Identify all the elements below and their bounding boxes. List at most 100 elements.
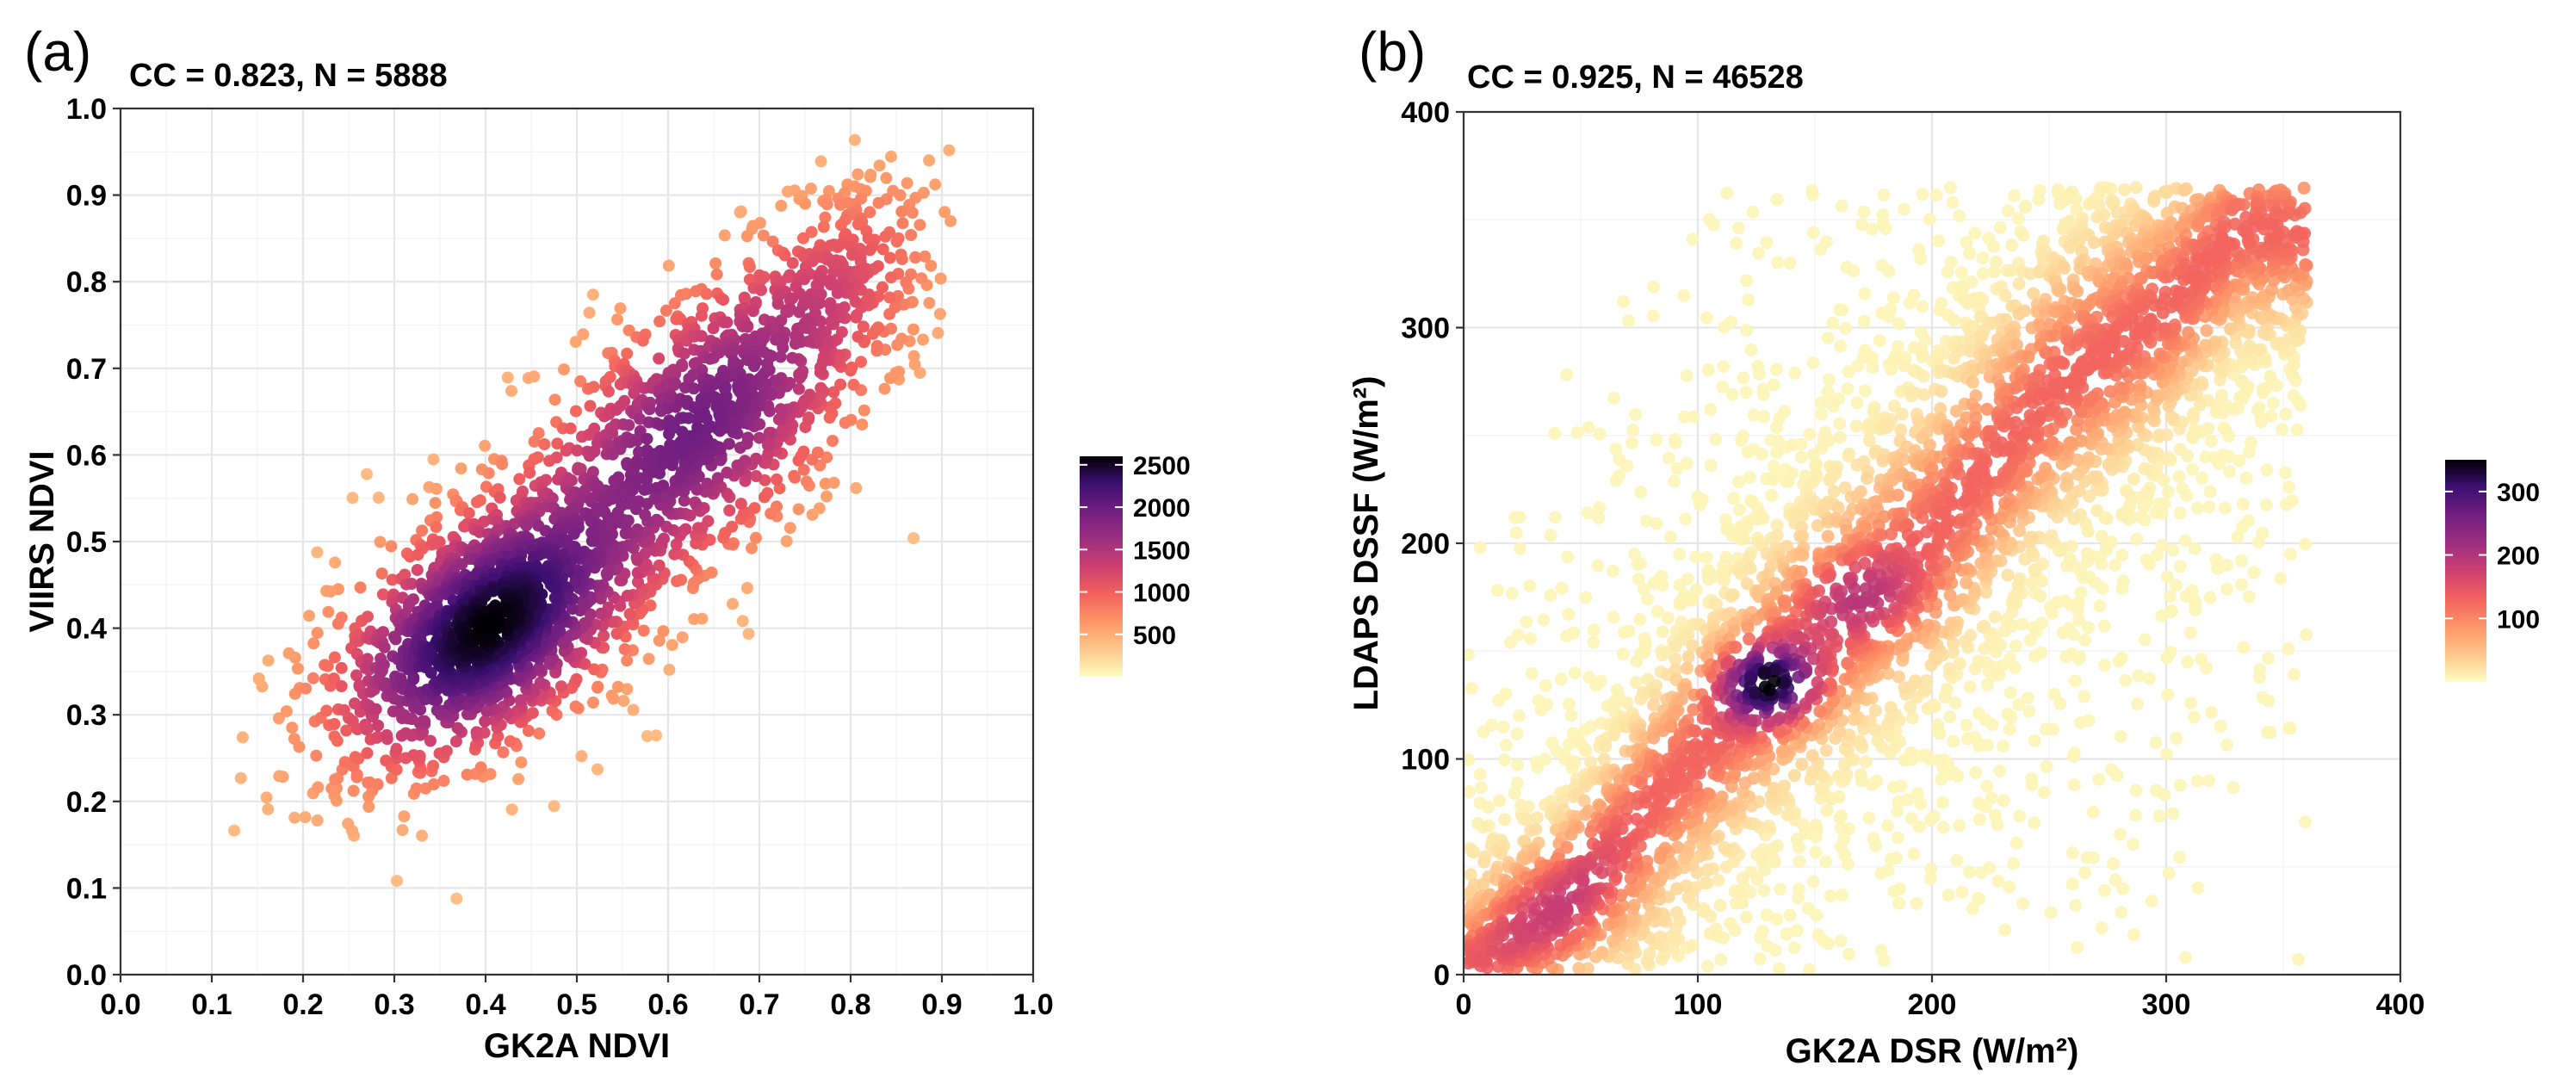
- data-point: [1851, 359, 1865, 373]
- data-point: [1752, 246, 1766, 260]
- data-point: [2039, 307, 2052, 320]
- data-point: [692, 572, 704, 585]
- data-point: [797, 463, 810, 476]
- data-point: [2079, 517, 2093, 530]
- data-point: [2159, 186, 2173, 200]
- panel-b-points: [1464, 181, 2313, 975]
- data-point: [2095, 530, 2108, 543]
- data-point: [723, 504, 736, 517]
- panel-b: (b) CC = 0.925, N = 46528 0 100 200 300 400 …: [1347, 21, 2540, 1070]
- data-point: [907, 350, 920, 362]
- data-point: [641, 730, 653, 742]
- data-point: [1639, 514, 1653, 528]
- data-point: [2164, 590, 2177, 604]
- data-point: [1662, 451, 1675, 465]
- data-point: [817, 220, 830, 233]
- data-point: [1771, 256, 1784, 269]
- data-point: [1706, 569, 1720, 583]
- data-point: [692, 522, 704, 535]
- data-point: [944, 214, 957, 227]
- data-point: [1720, 186, 1734, 200]
- data-point: [2236, 498, 2250, 511]
- data-point: [483, 616, 496, 629]
- data-point: [606, 427, 619, 440]
- data-point: [412, 548, 424, 561]
- data-point: [2231, 530, 2245, 544]
- data-point: [1681, 661, 1694, 675]
- data-point: [1675, 692, 1688, 706]
- data-point: [754, 337, 767, 350]
- data-point: [585, 535, 598, 548]
- data-point: [479, 715, 492, 728]
- data-point: [1555, 581, 1569, 595]
- data-point: [2018, 304, 2031, 318]
- data-point: [1979, 585, 1993, 599]
- data-point: [684, 430, 697, 443]
- data-point: [679, 523, 692, 536]
- data-point: [1884, 701, 1898, 715]
- data-point: [2056, 626, 2070, 640]
- data-point: [2033, 265, 2046, 279]
- data-point: [1879, 421, 1893, 435]
- data-point: [1887, 884, 1901, 898]
- data-point: [2028, 586, 2042, 600]
- data-point: [831, 240, 844, 253]
- data-point: [1819, 744, 1833, 758]
- data-point: [2032, 193, 2046, 207]
- data-point: [1947, 636, 1960, 650]
- data-point: [804, 183, 817, 195]
- data-point: [1625, 436, 1639, 449]
- data-point: [1803, 427, 1817, 441]
- data-point: [1834, 339, 1848, 353]
- data-point: [839, 417, 851, 429]
- data-point: [1650, 433, 1663, 447]
- data-point: [1617, 295, 1630, 308]
- data-point: [342, 817, 355, 830]
- data-point: [1464, 647, 1475, 661]
- data-point: [1947, 351, 1961, 365]
- data-point: [1847, 264, 1861, 278]
- data-point: [1874, 944, 1888, 957]
- data-point: [2053, 197, 2066, 211]
- data-point: [362, 610, 374, 623]
- data-point: [550, 451, 563, 464]
- data-point: [1733, 503, 1747, 517]
- data-point: [1949, 405, 1963, 418]
- data-point: [2260, 463, 2274, 477]
- data-point: [534, 676, 547, 689]
- data-point: [2234, 578, 2248, 591]
- data-point: [1868, 703, 1882, 717]
- data-point: [346, 492, 359, 505]
- data-point: [1840, 523, 1854, 537]
- data-point: [761, 486, 774, 499]
- data-point: [496, 458, 509, 471]
- data-point: [1910, 787, 1924, 800]
- data-point: [2028, 734, 2041, 747]
- data-point: [659, 304, 672, 317]
- data-point: [1579, 744, 1593, 758]
- data-point: [1477, 725, 1490, 739]
- data-point: [1834, 821, 1848, 835]
- data-point: [876, 243, 889, 256]
- data-point: [300, 682, 313, 695]
- data-point: [763, 426, 776, 439]
- data-point: [2266, 396, 2280, 410]
- data-point: [376, 588, 389, 601]
- data-point: [1842, 728, 1856, 742]
- data-point: [1993, 765, 2007, 777]
- data-point: [2276, 423, 2289, 437]
- data-point: [2003, 880, 2016, 894]
- data-point: [437, 774, 450, 787]
- data-point: [1998, 923, 2012, 937]
- data-point: [783, 522, 796, 535]
- data-point: [648, 492, 661, 505]
- data-point: [2185, 462, 2199, 476]
- data-point: [604, 370, 616, 383]
- data-point: [732, 383, 745, 396]
- y-tick-label: 0.5: [66, 526, 107, 559]
- data-point: [2115, 906, 2128, 920]
- data-point: [1806, 226, 1820, 239]
- data-point: [1681, 650, 1695, 664]
- data-point: [2092, 772, 2106, 786]
- data-point: [1963, 325, 1977, 338]
